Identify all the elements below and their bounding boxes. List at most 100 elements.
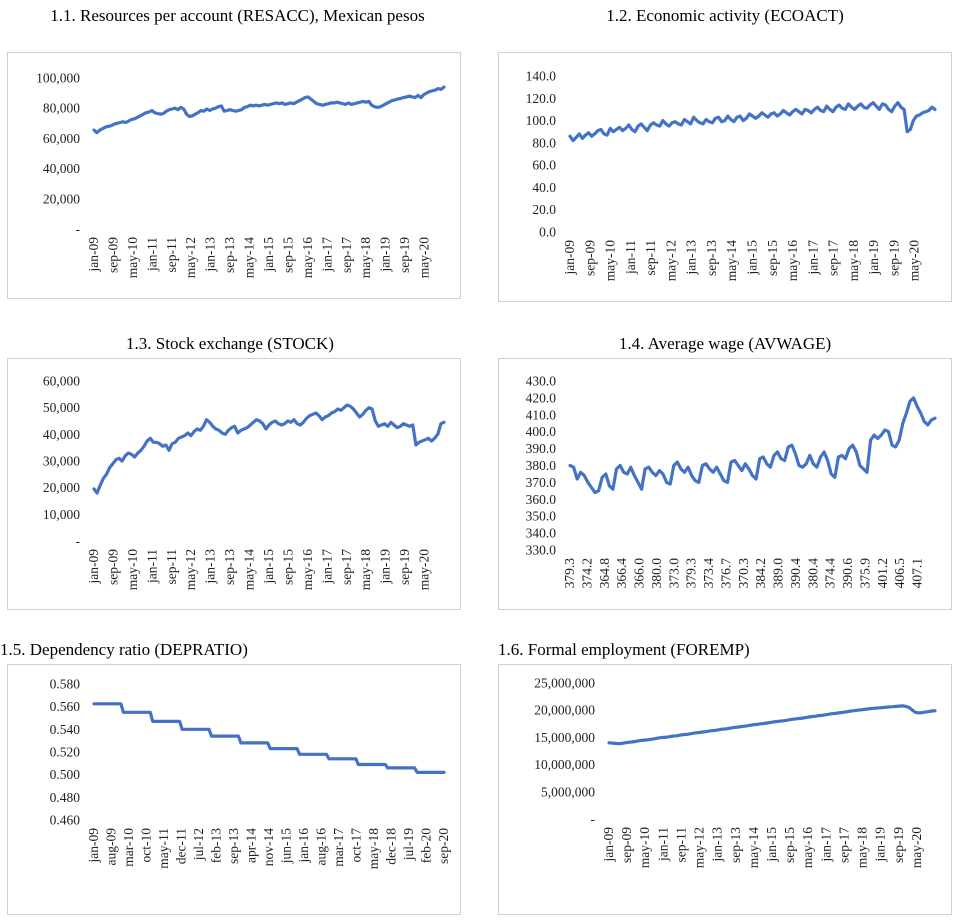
y-tick-label: 80.0 [532,135,556,150]
x-tick-label: sep-15 [280,549,295,585]
x-tick-label: jan-11 [144,237,159,272]
x-tick-label: may-20 [909,827,924,868]
x-tick-label: jan-17 [818,827,833,863]
y-tick-label: 380.0 [526,458,557,473]
x-tick-label: apr-14 [244,828,259,863]
x-tick-label: sep-17 [826,240,841,276]
x-tick-label: 407.1 [910,558,925,588]
y-tick-label: 60.0 [532,158,556,173]
y-tick-label: 100,000 [36,71,80,86]
x-tick-label: 364.8 [597,558,612,589]
x-tick-label: may-20 [417,237,432,278]
chart3-stock: 60,000 50,000 40,000 30,000 20,000 10,000- jan… [7,358,461,610]
x-tick-label: oct-17 [349,828,364,863]
x-tick-label: sep-13 [222,549,237,585]
x-tick-label: sep-15 [765,240,780,276]
y-tick-label: 10,000 [43,507,80,522]
y-tick-label: 80,000 [43,101,80,116]
chart3-title: 1.3. Stock exchange (STOCK) [126,334,334,353]
x-tick-label: jan-09 [86,828,101,864]
x-tick-label: may-12 [692,827,707,868]
y-tick-label: 30,000 [43,454,80,469]
y-tick-label: - [591,812,596,827]
x-tick-label: jan-13 [710,827,725,863]
x-tick-label: sep-09 [582,240,597,276]
x-tick-label: may-12 [183,549,198,590]
x-tick-label: jan-09 [86,549,101,585]
x-tick-label: may-18 [358,549,373,590]
chart1-title: 1.1. Resources per account (RESACC), Mex… [50,6,425,25]
x-tick-label: sep-19 [397,549,412,585]
y-tick-label: 340.0 [526,526,557,541]
x-tick-label: jun-15 [279,828,294,864]
x-tick-label: may-16 [800,827,815,868]
chart4-title: 1.4. Average wage (AVWAGE) [618,334,832,353]
chart4-avwage: 430.0 420.0 410.0 400.0 390.0 380.0 370.0 360.0… [498,358,952,610]
y-tick-label: 350.0 [526,509,557,524]
x-tick-label: jan-19 [378,237,393,273]
x-tick-label: may-18 [855,827,870,868]
x-tick-label: 374.4 [823,558,838,589]
x-tick-label: sep-11 [673,827,688,863]
x-tick-label: may-14 [746,827,761,868]
x-tick-label: jan-13 [203,237,218,273]
x-tick-label: sep-11 [164,549,179,585]
y-tick-label: 400.0 [526,424,557,439]
x-tick-label: 375.9 [858,558,873,589]
y-tick-label: 60,000 [43,131,80,146]
x-tick-label: sep-19 [886,240,901,276]
x-tick-label: may-20 [907,240,922,281]
x-tick-label: jan-11 [655,827,670,862]
x-tick-label: 389.0 [771,558,786,589]
x-tick-label: sep-19 [891,827,906,863]
y-tick-label: 420.0 [526,390,557,405]
chart2-plot: 140.0 120.0 100.0 80.0 60.0 40.0 20.0 0.0 jan-09… [526,69,937,281]
y-tick-label: 60,000 [43,374,80,389]
x-tick-label: sep-09 [105,237,120,273]
x-tick-label: oct-10 [139,828,154,863]
x-tick-label: sep-15 [782,827,797,863]
x-tick-label: jan-15 [261,549,276,585]
x-tick-label: aug-16 [314,828,329,866]
series-line-stock [92,403,446,495]
y-tick-label: 40,000 [43,427,80,442]
y-tick-label: 40,000 [43,161,80,176]
x-tick-label: feb-13 [209,828,224,863]
x-tick-label: sep-11 [643,240,658,276]
x-tick-label: jan-19 [866,240,881,276]
x-tick-label: may-18 [846,240,861,281]
x-tick-label: jul-19 [401,828,416,861]
y-tick-label: 0.480 [50,790,81,805]
y-tick-label: 0.520 [50,745,81,760]
x-tick-label: jan-17 [805,240,820,276]
x-tick-label: jan-17 [319,237,334,273]
x-tick-label: may-18 [358,237,373,278]
chart5-plot: 0.580 0.560 0.540 0.520 0.500 0.480 0.460 jan-0… [50,677,451,870]
y-tick-label: 330.0 [526,543,557,558]
x-tick-label: jan-15 [745,240,760,276]
x-tick-label: may-14 [242,549,257,590]
x-tick-label: jan-19 [378,549,393,585]
y-tick-label: 430.0 [526,374,557,389]
x-tick-label: may-10 [125,549,140,590]
y-tick-label: 0.500 [50,767,81,782]
x-tick-label: feb-20 [419,828,434,863]
y-tick-label: 50,000 [43,400,80,415]
x-tick-label: may-12 [663,240,678,281]
x-tick-label: 366.0 [632,558,647,589]
x-tick-label: sep-17 [339,549,354,585]
x-tick-label: may-14 [724,240,739,281]
x-tick-label: jan-15 [261,237,276,273]
x-tick-label: may-11 [156,828,171,869]
x-tick-label: jan-11 [623,240,638,275]
x-tick-label: may-10 [125,237,140,278]
y-tick-label: 140.0 [526,69,557,84]
x-tick-label: jan-09 [86,237,101,273]
x-tick-label: jan-16 [296,828,311,864]
x-tick-label: sep-19 [397,237,412,273]
chart1-resacc: 100,000 80,000 60,000 40,000 20,000 - jan-09 se… [7,52,461,299]
chart6-title: 1.6. Formal employment (FOREMP) [498,640,750,659]
y-tick-label: 20.0 [532,202,556,217]
x-tick-label: sep-11 [164,237,179,273]
